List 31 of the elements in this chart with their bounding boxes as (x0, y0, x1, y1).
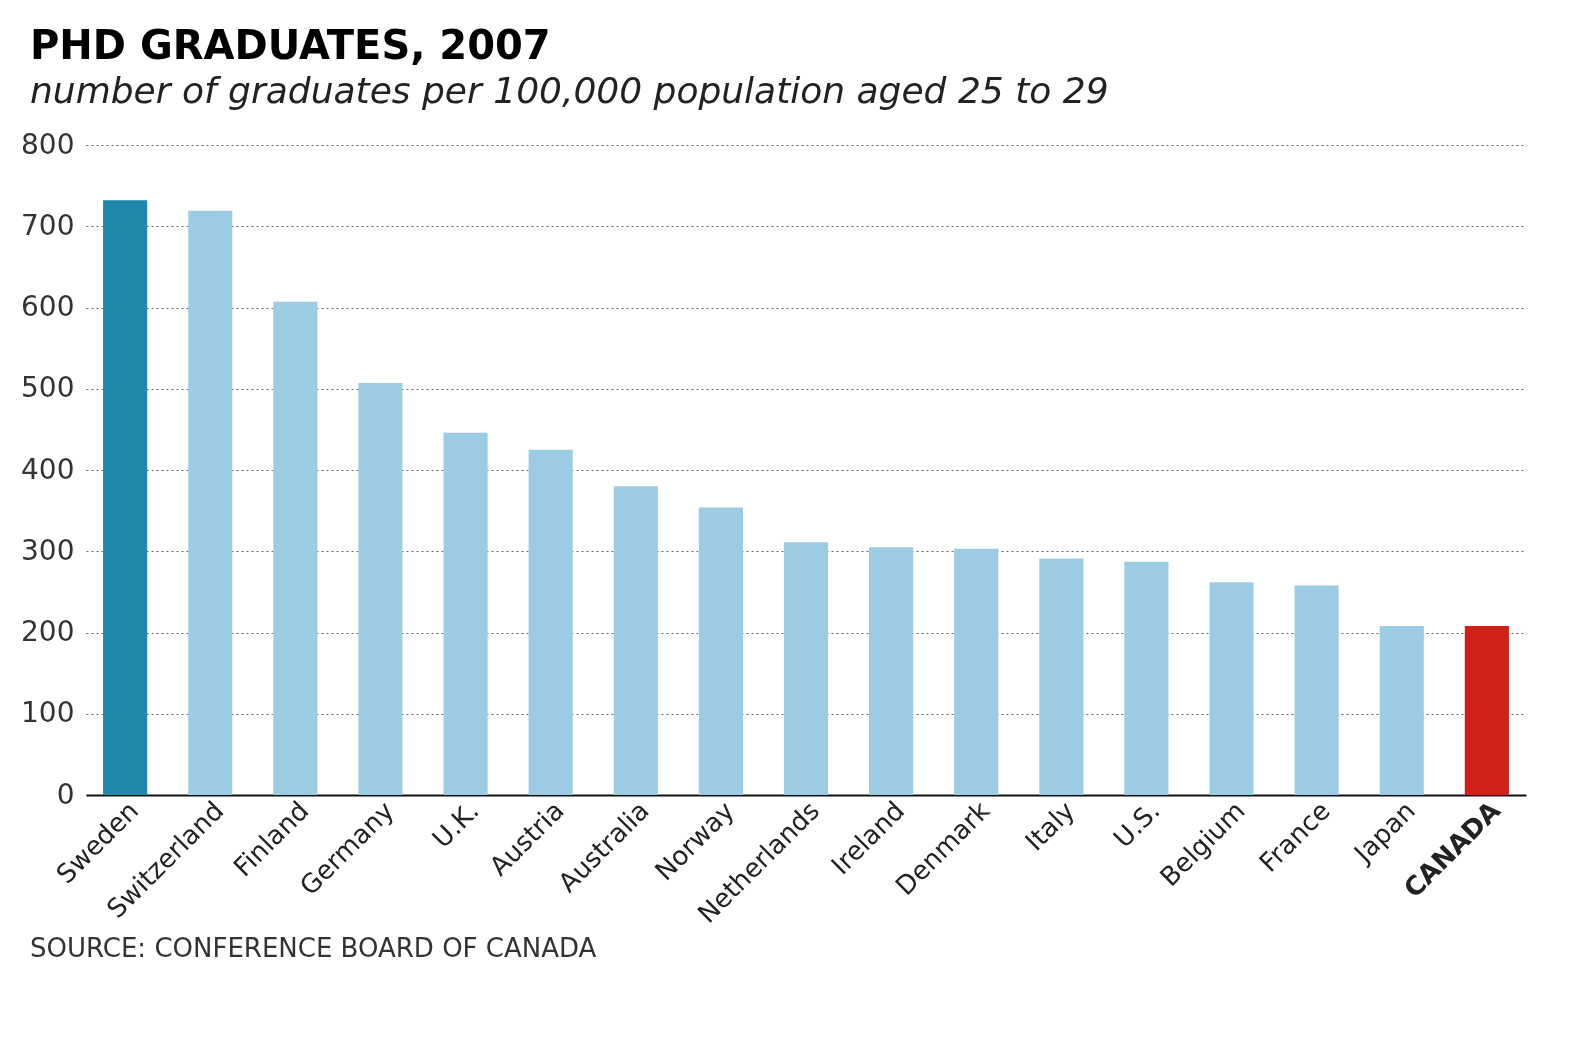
bar (528, 449, 573, 795)
bar (783, 542, 829, 795)
y-tick-label: 200 (21, 615, 75, 648)
y-tick-label: 300 (21, 533, 75, 567)
y-tick-label: 700 (21, 208, 75, 242)
bar (1209, 582, 1254, 795)
bar (869, 547, 914, 795)
bar (613, 486, 658, 795)
y-tick-label: 800 (21, 127, 75, 161)
y-tick-label: 400 (21, 452, 75, 486)
y-tick-label: 600 (21, 290, 75, 323)
bar (1294, 585, 1339, 795)
bar (1379, 626, 1424, 795)
bar (698, 507, 743, 795)
x-tick-label: U.S. (1107, 795, 1166, 854)
chart-title: PHD GRADUATES, 2007 (30, 22, 552, 68)
y-tick-label: 500 (21, 371, 75, 405)
bar (954, 548, 999, 795)
y-tick-label: 0 (56, 777, 75, 811)
y-tick-label: 100 (21, 696, 75, 730)
chart-subtitle: number of graduates per 100,000 population aged 25 to 29 (30, 70, 1110, 111)
bar (1124, 561, 1169, 795)
bar (1039, 558, 1084, 795)
source-note: SOURCE: CONFERENCE BOARD OF CANADA (30, 933, 598, 963)
bar (1464, 626, 1509, 795)
bar (358, 383, 403, 795)
x-tick-label: U.K. (426, 795, 485, 854)
bar (188, 210, 233, 795)
bar (273, 301, 318, 795)
bar (443, 432, 488, 795)
bar (103, 200, 148, 795)
